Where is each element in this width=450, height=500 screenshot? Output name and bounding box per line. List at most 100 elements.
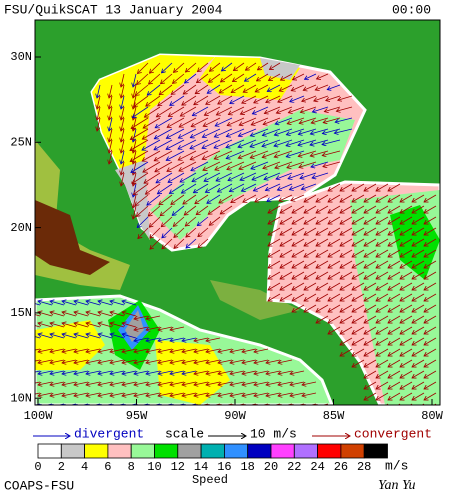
wind-arrow	[191, 117, 209, 127]
wind-arrow	[400, 381, 413, 389]
wind-arrow	[280, 271, 293, 279]
wind-arrow	[254, 348, 269, 352]
wind-arrow	[255, 84, 269, 92]
colorbar-tick-label: 24	[310, 460, 324, 474]
wind-arrow	[268, 238, 281, 246]
wind-arrow	[364, 326, 377, 334]
wind-arrow	[218, 95, 233, 104]
wind-arrow	[238, 139, 257, 147]
wind-arrow	[132, 172, 149, 184]
wind-arrow	[280, 205, 293, 213]
wind-arrow	[316, 238, 329, 246]
lon-label: 95W	[126, 409, 148, 423]
wind-arrow	[292, 73, 305, 80]
wind-arrow	[130, 128, 149, 140]
wind-arrow	[376, 337, 389, 345]
wind-arrow	[121, 128, 125, 142]
wind-arrow	[143, 161, 161, 172]
wind-arrow	[364, 381, 377, 389]
wind-arrow	[184, 205, 197, 215]
wind-arrow	[304, 216, 317, 224]
colorbar-swatch	[130, 443, 155, 459]
wind-arrow	[166, 128, 185, 138]
wind-arrow	[195, 194, 209, 204]
colorbar-tick-label: 20	[264, 460, 278, 474]
wind-arrow	[109, 84, 113, 98]
wind-arrow	[252, 172, 269, 180]
colorbar-swatch	[37, 443, 62, 459]
colorbar-swatch	[270, 443, 295, 459]
wind-arrow	[268, 293, 281, 301]
colorbar-swatch	[363, 443, 388, 459]
wind-arrow	[239, 161, 257, 169]
wind-arrow	[364, 359, 377, 367]
wind-arrow	[336, 106, 353, 111]
wind-arrow	[137, 216, 149, 228]
wind-arrow	[288, 172, 305, 179]
wind-arrow	[138, 227, 149, 239]
wind-arrow	[292, 271, 305, 279]
lon-label: 80W	[421, 409, 443, 423]
wind-arrow	[171, 84, 185, 94]
wind-arrow	[206, 337, 221, 341]
wind-arrow	[388, 260, 401, 268]
wind-arrow	[400, 326, 413, 334]
wind-arrow	[287, 117, 305, 124]
wind-arrow	[376, 205, 389, 213]
wind-arrow	[121, 150, 125, 164]
wind-arrow	[388, 194, 401, 202]
wind-arrow	[292, 227, 305, 235]
wind-arrow	[279, 84, 293, 91]
wind-arrow	[424, 392, 437, 400]
wind-arrow	[298, 150, 317, 156]
wind-arrow	[251, 161, 269, 169]
wind-arrow	[400, 282, 413, 290]
wind-arrow	[217, 183, 233, 192]
wind-arrow	[352, 304, 365, 312]
wind-arrow	[229, 183, 245, 192]
wind-arrow	[157, 183, 173, 194]
wind-arrow	[290, 370, 305, 374]
wind-arrow	[122, 312, 137, 317]
wind-arrow	[242, 95, 257, 103]
wind-arrow	[195, 84, 209, 94]
wind-arrow	[376, 183, 389, 191]
time: 00:00	[392, 2, 431, 17]
wind-arrow	[286, 150, 305, 157]
wind-arrow	[170, 95, 185, 105]
wind-arrow	[171, 194, 185, 204]
wind-arrow	[327, 84, 341, 90]
wind-arrow	[376, 304, 389, 312]
wind-arrow	[196, 73, 209, 83]
wind-arrow	[215, 161, 233, 170]
wind-arrow	[326, 95, 341, 101]
wind-arrow	[161, 62, 173, 73]
wind-arrow	[276, 172, 293, 179]
legend-scale: scale	[165, 426, 204, 441]
wind-arrow	[292, 238, 305, 246]
wind-arrow	[316, 260, 329, 268]
wind-arrow	[334, 128, 353, 133]
lat-label: 10N	[10, 391, 32, 405]
wind-arrow	[274, 150, 293, 157]
legend-divergent: divergent	[74, 426, 144, 441]
wind-arrow	[304, 73, 317, 79]
wind-arrow	[154, 150, 173, 161]
wind-arrow	[136, 73, 149, 85]
wind-arrow	[109, 95, 113, 109]
wind-arrow	[424, 238, 437, 246]
wind-arrow	[400, 260, 413, 268]
wind-arrow	[276, 106, 293, 113]
wind-arrow	[311, 161, 329, 167]
wind-arrow	[364, 392, 377, 400]
wind-arrow	[376, 392, 389, 400]
wind-arrow	[364, 216, 377, 224]
wind-arrow	[173, 62, 185, 72]
colorbar-tick-label: 16	[217, 460, 231, 474]
wind-arrow	[240, 172, 257, 180]
wind-arrow	[265, 183, 281, 190]
wind-arrow	[142, 128, 161, 139]
wind-arrow	[352, 271, 365, 279]
wind-arrow	[364, 205, 377, 213]
wind-arrow	[400, 249, 413, 257]
